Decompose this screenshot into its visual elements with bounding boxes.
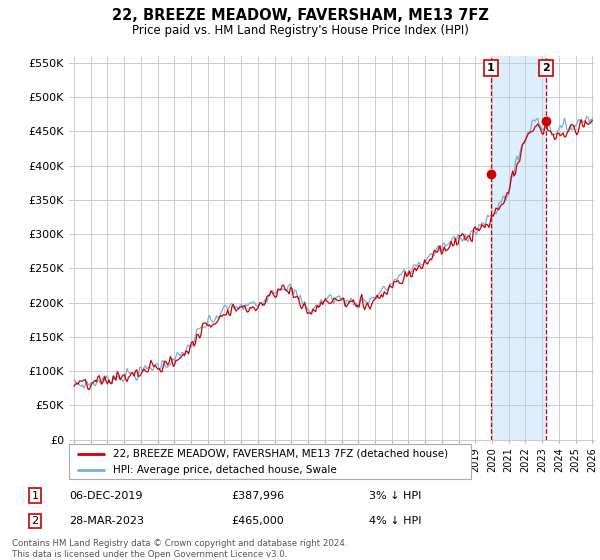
- Text: 4% ↓ HPI: 4% ↓ HPI: [369, 516, 422, 526]
- Text: £387,996: £387,996: [231, 491, 284, 501]
- Text: 3% ↓ HPI: 3% ↓ HPI: [369, 491, 421, 501]
- Text: Contains HM Land Registry data © Crown copyright and database right 2024.
This d: Contains HM Land Registry data © Crown c…: [12, 539, 347, 559]
- Text: £465,000: £465,000: [231, 516, 284, 526]
- Text: 2: 2: [542, 63, 550, 73]
- Bar: [491, 56, 546, 440]
- Text: 2: 2: [31, 516, 38, 526]
- Text: 22, BREEZE MEADOW, FAVERSHAM, ME13 7FZ (detached house): 22, BREEZE MEADOW, FAVERSHAM, ME13 7FZ (…: [113, 449, 448, 459]
- Text: 28-MAR-2023: 28-MAR-2023: [70, 516, 145, 526]
- Text: 06-DEC-2019: 06-DEC-2019: [70, 491, 143, 501]
- Text: 22, BREEZE MEADOW, FAVERSHAM, ME13 7FZ: 22, BREEZE MEADOW, FAVERSHAM, ME13 7FZ: [112, 8, 488, 24]
- Text: 1: 1: [32, 491, 38, 501]
- Text: Price paid vs. HM Land Registry's House Price Index (HPI): Price paid vs. HM Land Registry's House …: [131, 24, 469, 36]
- Text: HPI: Average price, detached house, Swale: HPI: Average price, detached house, Swal…: [113, 465, 337, 475]
- Text: 1: 1: [487, 63, 494, 73]
